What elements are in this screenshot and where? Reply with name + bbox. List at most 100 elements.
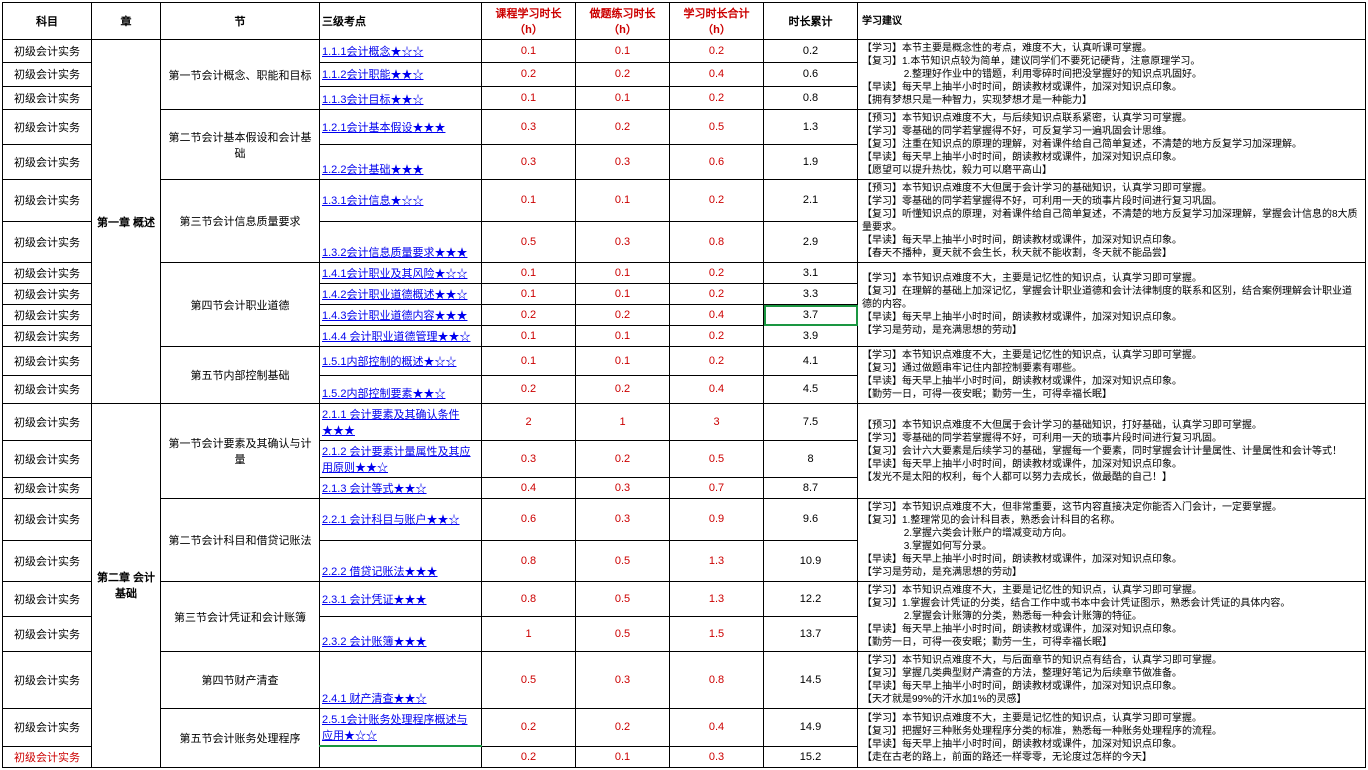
th-total: 学习时长合计（h） [670, 3, 764, 40]
topic-link[interactable]: 1.5.1内部控制的概述★☆☆ [322, 353, 477, 369]
topic-link[interactable]: 2.3.1 会计凭证★★★ [322, 591, 477, 607]
chapter-cell-2: 第二章 会计基础 [92, 404, 161, 768]
topic-cell: 2.4.1 财产清查★★☆ [320, 652, 482, 709]
study-cell: 0.1 [482, 284, 576, 305]
cum-cell: 4.1 [764, 347, 858, 376]
subject-cell: 初级会计实务 [3, 305, 92, 326]
study-cell: 0.6 [482, 499, 576, 541]
topic-link[interactable]: 1.4.2会计职业道德概述★★☆ [322, 289, 467, 301]
table-row: 初级会计实务 第四节财产清查 2.4.1 财产清查★★☆ 0.5 0.3 0.8… [3, 652, 1366, 709]
study-cell: 0.1 [482, 326, 576, 347]
cum-cell: 8.7 [764, 478, 858, 499]
chapter-cell-1: 第一章 概述 [92, 40, 161, 404]
topic-link[interactable]: 2.2.2 借贷记账法★★★ [322, 563, 477, 579]
topic-link[interactable]: 2.4.1 财产清查★★☆ [322, 690, 477, 706]
prac-cell: 0.1 [576, 180, 670, 222]
cum-cell: 0.8 [764, 86, 858, 109]
topic-link[interactable]: 1.1.3会计目标★★☆ [322, 91, 477, 107]
topic-link[interactable]: 1.1.1会计概念★☆☆ [322, 43, 477, 59]
advice-text: 【学习】本节知识点难度不大，与后面章节的知识点有结合，认真学习即可掌握。 【复习… [862, 655, 1222, 705]
topic-link[interactable]: 2.3.2 会计账簿★★★ [322, 633, 477, 649]
topic-cell: 1.2.2会计基础★★★ [320, 145, 482, 180]
table-row: 初级会计实务 第三节会计凭证和会计账簿 2.3.1 会计凭证★★★ 0.8 0.… [3, 582, 1366, 617]
study-cell: 0.1 [482, 86, 576, 109]
topic-link[interactable]: 1.4.1会计职业及其风险★☆☆ [322, 268, 467, 280]
cum-cell: 3.9 [764, 326, 858, 347]
topic-link[interactable]: 1.3.2会计信息质量要求★★★ [322, 244, 477, 260]
topic-cell: 1.3.2会计信息质量要求★★★ [320, 221, 482, 263]
cum-cell: 3.3 [764, 284, 858, 305]
topic-link[interactable]: 2.1.3 会计等式★★☆ [322, 480, 477, 496]
topic-cell: 1.4.3会计职业道德内容★★★ [320, 305, 482, 326]
tot-cell: 0.2 [670, 263, 764, 284]
study-cell: 0.8 [482, 540, 576, 582]
cum-cell: 1.9 [764, 145, 858, 180]
topic-cell: 2.1.1 会计要素及其确认条件★★★ [320, 404, 482, 441]
topic-cell: 1.1.1会计概念★☆☆ [320, 40, 482, 63]
prac-cell: 0.2 [576, 305, 670, 326]
study-cell: 0.3 [482, 441, 576, 478]
topic-link[interactable]: 1.2.2会计基础★★★ [322, 161, 477, 177]
topic-cell: 2.3.2 会计账簿★★★ [320, 617, 482, 652]
topic-link[interactable]: 1.4.4 会计职业道德管理★★☆ [322, 331, 471, 343]
advice-cell: 【学习】本节知识点难度不大，主要是记忆性的知识点，认真学习即可掌握。 【复习】在… [858, 263, 1366, 347]
cum-cell: 9.6 [764, 499, 858, 541]
topic-link[interactable]: 2.1.1 会计要素及其确认条件★★★ [322, 406, 477, 438]
study-cell: 1 [482, 617, 576, 652]
tot-cell: 0.2 [670, 86, 764, 109]
topic-link[interactable]: 1.1.2会计职能★★☆ [322, 66, 477, 82]
cum-cell: 14.5 [764, 652, 858, 709]
tot-cell: 0.9 [670, 499, 764, 541]
prac-cell: 0.1 [576, 746, 670, 767]
cum-cell: 0.2 [764, 40, 858, 63]
tot-cell: 0.7 [670, 478, 764, 499]
tot-cell: 0.6 [670, 145, 764, 180]
topic-link[interactable]: 2.2.1 会计科目与账户★★☆ [322, 511, 477, 527]
tot-cell: 0.4 [670, 305, 764, 326]
tot-cell: 0.2 [670, 40, 764, 63]
subject-cell: 初级会计实务 [3, 375, 92, 404]
topic-cell: 2.3.1 会计凭证★★★ [320, 582, 482, 617]
topic-link[interactable]: 1.3.1会计信息★☆☆ [322, 192, 477, 208]
subject-cell: 初级会计实务 [3, 540, 92, 582]
table-row: 初级会计实务 第五节内部控制基础 1.5.1内部控制的概述★☆☆ 0.1 0.1… [3, 347, 1366, 376]
subject-cell: 初级会计实务 [3, 326, 92, 347]
topic-cell: 2.5.1会计账务处理程序概述与应用★☆☆ [320, 709, 482, 747]
topic-link[interactable]: 1.4.3会计职业道德内容★★★ [322, 310, 467, 322]
tot-cell: 0.2 [670, 347, 764, 376]
section-cell: 第一节会计概念、职能和目标 [161, 40, 320, 110]
topic-cell: 2.2.2 借贷记账法★★★ [320, 540, 482, 582]
section-cell: 第五节内部控制基础 [161, 347, 320, 404]
advice-text: 【学习】本节主要是概念性的考点，难度不大，认真听课可掌握。 【复习】1.本节知识… [862, 43, 1202, 106]
topic-link[interactable]: 1.5.2内部控制要素★★☆ [322, 385, 477, 401]
advice-text: 【学习】本节知识点难度不大，主要是记忆性的知识点，认真学习即可掌握。 【复习】通… [862, 350, 1202, 400]
subject-cell: 初级会计实务 [3, 617, 92, 652]
subject-cell: 初级会计实务 [3, 110, 92, 145]
study-cell: 0.1 [482, 263, 576, 284]
cum-cell: 10.9 [764, 540, 858, 582]
topic-link[interactable]: 2.5.1会计账务处理程序概述与应用★☆☆ [322, 711, 477, 743]
tot-cell: 0.8 [670, 652, 764, 709]
cum-cell-selected[interactable]: 3.7 [764, 305, 858, 326]
th-cumulative: 时长累计 [764, 3, 858, 40]
advice-cell: 【学习】本节知识点难度不大，主要是记忆性的知识点，认真学习即可掌握。 【复习】把… [858, 709, 1366, 768]
study-plan-table: 科目 章 节 三级考点 课程学习时长（h） 做题练习时长（h） 学习时长合计（h… [2, 2, 1366, 768]
cum-cell: 12.2 [764, 582, 858, 617]
tot-cell: 0.2 [670, 284, 764, 305]
section-cell: 第五节会计账务处理程序 [161, 709, 320, 768]
cum-cell: 4.5 [764, 375, 858, 404]
study-cell: 0.2 [482, 746, 576, 767]
study-cell: 0.3 [482, 110, 576, 145]
subject-cell: 初级会计实务 [3, 746, 92, 767]
topic-cell: 1.3.1会计信息★☆☆ [320, 180, 482, 222]
section-cell: 第三节会计凭证和会计账簿 [161, 582, 320, 652]
subject-cell: 初级会计实务 [3, 86, 92, 109]
topic-link[interactable]: 1.2.1会计基本假设★★★ [322, 119, 477, 135]
tot-cell: 1.3 [670, 540, 764, 582]
prac-cell: 0.1 [576, 284, 670, 305]
tot-cell: 3 [670, 404, 764, 441]
topic-cell: 2.2.1 会计科目与账户★★☆ [320, 499, 482, 541]
th-topic: 三级考点 [320, 3, 482, 40]
tot-cell: 0.5 [670, 110, 764, 145]
topic-link[interactable]: 2.1.2 会计要素计量属性及其应用原则★★☆ [322, 443, 477, 475]
